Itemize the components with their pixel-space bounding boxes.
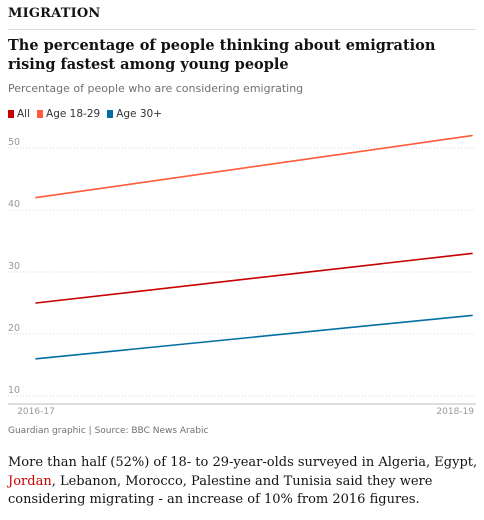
grid-layer: 10 20 30 40 50 (8, 137, 476, 397)
series-layer (35, 134, 473, 360)
series-line-2 (35, 314, 473, 360)
legend-label-all: All (17, 108, 31, 120)
legend-item-all: All (8, 108, 30, 120)
x-tick-label-1: 2018-19 (436, 407, 474, 417)
article-paragraph: More than half (52%) of 18- to 29-year-o… (8, 454, 478, 510)
legend-item-age-18-29: Age 18-29 (37, 108, 100, 120)
legend-label-age-18-29: Age 18-29 (46, 108, 101, 120)
series-line-1 (35, 134, 473, 199)
y-tick-label-10: 10 (8, 385, 20, 396)
legend-item-age-30-plus: Age 30+ (107, 108, 162, 120)
y-tick-label-30: 30 (8, 261, 20, 272)
legend-swatch-age-30-plus (107, 110, 114, 118)
x-axis: 2016-17 2018-19 (8, 403, 476, 417)
kicker-rule (8, 29, 476, 30)
legend-swatch-age-18-29 (37, 110, 44, 118)
x-tick-label-0: 2016-17 (17, 407, 55, 417)
chart-source: Guardian graphic | Source: BBC News Arab… (8, 426, 209, 436)
y-tick-label-50: 50 (8, 137, 20, 148)
section-kicker: MIGRATION (8, 6, 101, 21)
article-text-start: More than half (52%) of 18- to 29-year-o… (8, 455, 478, 470)
chart-legend: All Age 18-29 Age 30+ (8, 108, 162, 120)
legend-swatch-all (8, 110, 14, 118)
series-line-0 (35, 252, 473, 304)
y-tick-label-40: 40 (8, 199, 20, 210)
jordan-link[interactable]: Jordan (8, 473, 52, 489)
article-text-end: , Lebanon, Morocco, Palestine and Tunisi… (8, 473, 433, 508)
legend-label-age-30-plus: Age 30+ (116, 108, 162, 120)
chart-title: The percentage of people thinking about … (8, 37, 436, 73)
line-chart: 10 20 30 40 50 2016-17 2018-19 (8, 134, 476, 417)
y-tick-label-20: 20 (8, 323, 20, 334)
chart-subtitle: Percentage of people who are considering… (8, 82, 304, 95)
